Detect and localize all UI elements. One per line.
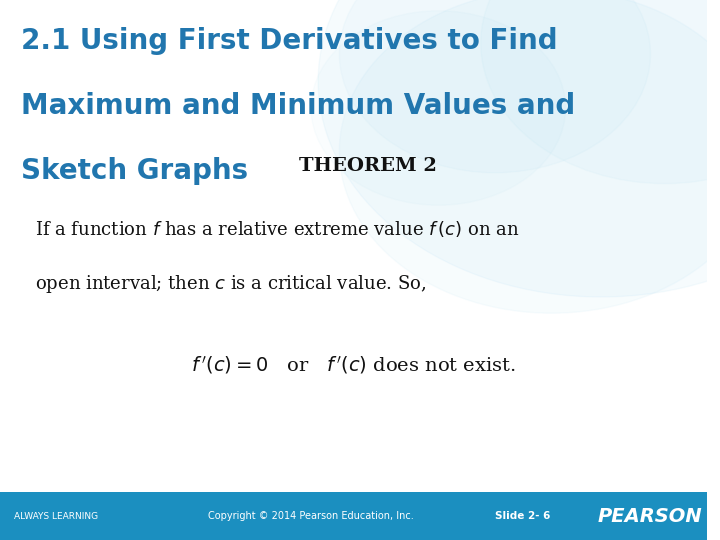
Text: ALWAYS LEARNING: ALWAYS LEARNING [14, 512, 98, 521]
Text: PEARSON: PEARSON [598, 507, 703, 526]
Text: Copyright © 2014 Pearson Education, Inc.: Copyright © 2014 Pearson Education, Inc. [208, 511, 414, 521]
Circle shape [481, 0, 720, 184]
Text: THEOREM 2: THEOREM 2 [299, 157, 436, 174]
Text: 2.1 Using First Derivatives to Find: 2.1 Using First Derivatives to Find [21, 27, 558, 55]
Text: Slide 2- 6: Slide 2- 6 [495, 511, 550, 521]
Text: $f\,'(c) = 0$   or   $f\,'(c)$ does not exist.: $f\,'(c) = 0$ or $f\,'(c)$ does not exis… [191, 354, 516, 376]
Text: If a function $f$ has a relative extreme value $f\,(c)$ on an: If a function $f$ has a relative extreme… [35, 219, 520, 239]
Circle shape [318, 0, 720, 297]
Text: Maximum and Minimum Values and: Maximum and Minimum Values and [21, 92, 575, 120]
FancyBboxPatch shape [0, 492, 707, 540]
Circle shape [339, 0, 720, 313]
Text: open interval; then $c$ is a critical value. So,: open interval; then $c$ is a critical va… [35, 273, 427, 295]
Text: Sketch Graphs: Sketch Graphs [21, 157, 248, 185]
Circle shape [339, 0, 650, 173]
